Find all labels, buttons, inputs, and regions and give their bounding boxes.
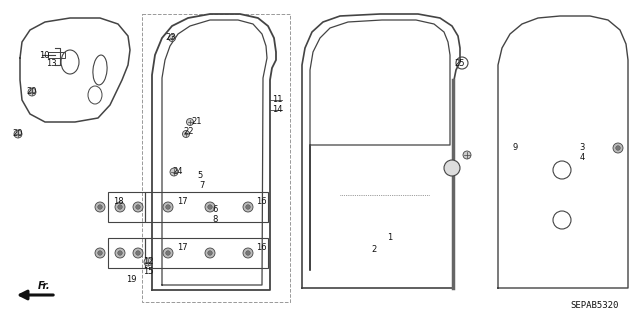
Text: 4: 4 [579, 153, 584, 162]
Text: 5: 5 [197, 170, 203, 180]
Circle shape [186, 118, 193, 125]
Circle shape [246, 205, 250, 209]
Text: 12: 12 [143, 257, 153, 266]
Circle shape [613, 143, 623, 153]
Circle shape [208, 205, 212, 209]
Text: 2: 2 [371, 246, 376, 255]
Circle shape [166, 251, 170, 255]
Circle shape [243, 202, 253, 212]
Text: 23: 23 [166, 33, 176, 41]
Circle shape [136, 205, 140, 209]
Circle shape [243, 248, 253, 258]
Text: 8: 8 [212, 216, 218, 225]
Text: 3: 3 [579, 144, 585, 152]
Circle shape [144, 258, 152, 266]
Circle shape [133, 202, 143, 212]
Text: 16: 16 [256, 243, 266, 253]
Text: 1: 1 [387, 234, 392, 242]
Circle shape [28, 88, 36, 96]
Circle shape [115, 202, 125, 212]
Text: 25: 25 [455, 58, 465, 68]
Circle shape [98, 205, 102, 209]
Circle shape [166, 205, 170, 209]
Circle shape [168, 34, 175, 41]
Circle shape [163, 202, 173, 212]
Text: 7: 7 [199, 181, 205, 189]
Text: 15: 15 [143, 268, 153, 277]
Text: SEPAB5320: SEPAB5320 [571, 300, 619, 309]
Text: 14: 14 [272, 106, 282, 115]
Text: 11: 11 [272, 95, 282, 105]
Circle shape [95, 202, 105, 212]
Circle shape [163, 248, 173, 258]
Text: 19: 19 [125, 275, 136, 284]
Circle shape [98, 251, 102, 255]
Text: 10: 10 [39, 50, 49, 60]
Circle shape [95, 248, 105, 258]
Circle shape [205, 248, 215, 258]
Circle shape [208, 251, 212, 255]
Text: 16: 16 [256, 197, 266, 206]
Circle shape [182, 130, 189, 137]
Text: 17: 17 [177, 243, 188, 253]
Circle shape [118, 251, 122, 255]
Text: 13: 13 [45, 58, 56, 68]
Circle shape [115, 248, 125, 258]
Text: 18: 18 [113, 197, 124, 206]
Circle shape [170, 168, 178, 176]
Circle shape [133, 248, 143, 258]
Text: 9: 9 [513, 144, 518, 152]
Circle shape [136, 251, 140, 255]
Text: 6: 6 [212, 205, 218, 214]
Text: 22: 22 [184, 128, 195, 137]
Circle shape [444, 160, 460, 176]
Circle shape [246, 251, 250, 255]
Text: 20: 20 [27, 87, 37, 97]
Text: 21: 21 [192, 117, 202, 127]
Circle shape [205, 202, 215, 212]
Circle shape [118, 205, 122, 209]
Circle shape [14, 130, 22, 138]
Text: 17: 17 [177, 197, 188, 206]
Text: Fr.: Fr. [38, 281, 51, 291]
Circle shape [463, 151, 471, 159]
Circle shape [616, 146, 620, 150]
Text: 24: 24 [173, 167, 183, 176]
Text: 20: 20 [13, 130, 23, 138]
